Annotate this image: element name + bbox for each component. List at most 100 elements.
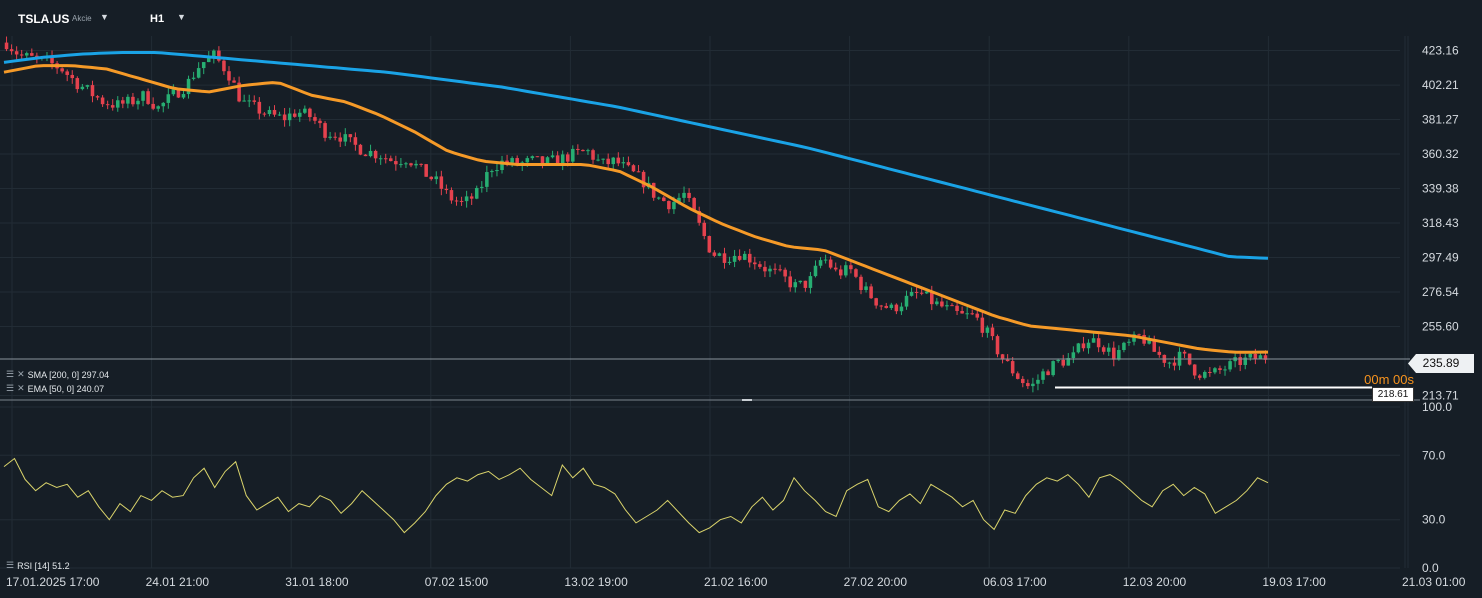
close-icon[interactable]: ✕ xyxy=(17,383,25,393)
candle-down xyxy=(914,291,919,293)
candle-down xyxy=(9,49,14,52)
candle-down xyxy=(712,252,717,256)
candle-down xyxy=(146,91,150,104)
candle-up xyxy=(1076,343,1081,353)
ema-legend-label: EMA [50, 0] 240.07 xyxy=(27,383,105,394)
candle-down xyxy=(1010,361,1015,374)
candle-up xyxy=(596,159,600,161)
candle-down xyxy=(636,171,641,173)
candle-down xyxy=(833,267,838,270)
candle-down xyxy=(975,313,980,318)
candle-up xyxy=(1036,379,1040,384)
settings-icon[interactable]: ☰ xyxy=(6,369,15,379)
candle-down xyxy=(940,301,944,307)
candle-down xyxy=(1192,364,1197,376)
candle-up xyxy=(247,100,251,102)
candle-up xyxy=(500,160,504,171)
close-icon[interactable]: ✕ xyxy=(17,369,25,379)
candle-up xyxy=(368,150,373,157)
candle-up xyxy=(510,158,514,163)
settings-icon[interactable]: ☰ xyxy=(6,560,15,570)
candle-down xyxy=(19,54,24,56)
y-tick-label: 297.49 xyxy=(1422,251,1459,265)
symbol-dropdown-icon[interactable]: ▼ xyxy=(100,12,109,22)
chart-header: TSLA.US Akcie ▼ H1 ▼ xyxy=(0,0,1482,36)
candle-down xyxy=(919,292,924,294)
x-tick-label: 21.03 01:00 xyxy=(1402,575,1466,589)
candle-down xyxy=(606,158,610,165)
candle-up xyxy=(490,171,494,173)
candle-up xyxy=(141,91,145,101)
settings-icon[interactable]: ☰ xyxy=(6,383,15,393)
candle-down xyxy=(409,163,413,166)
candle-down xyxy=(591,150,595,160)
candle-down xyxy=(50,56,54,64)
candle-up xyxy=(798,280,803,283)
candle-down xyxy=(960,310,964,314)
candle-down xyxy=(778,269,782,271)
y-tick-label: 318.43 xyxy=(1422,216,1459,230)
candle-up xyxy=(945,305,949,307)
candle-down xyxy=(459,200,464,202)
candle-down xyxy=(292,113,297,117)
candle-down xyxy=(95,96,100,98)
candle-down xyxy=(581,149,585,152)
candle-up xyxy=(965,313,969,315)
candle-down xyxy=(747,253,752,263)
candle-down xyxy=(631,165,636,172)
candle-down xyxy=(576,148,580,150)
candle-up xyxy=(1223,369,1227,371)
candle-up xyxy=(1051,361,1055,376)
candle-down xyxy=(318,120,322,124)
current-price-tag: 235.89 xyxy=(1408,354,1474,373)
candle-down xyxy=(737,255,742,260)
candle-down xyxy=(950,305,954,307)
candle-down xyxy=(874,298,878,306)
candle-down xyxy=(692,198,696,211)
candle-up xyxy=(904,295,909,307)
candle-down xyxy=(1046,371,1050,376)
candle-down xyxy=(394,161,398,165)
candle-up xyxy=(672,202,676,210)
candle-down xyxy=(565,154,570,162)
candle-up xyxy=(242,100,246,102)
candle-up xyxy=(889,304,894,308)
pane-resize-handle[interactable] xyxy=(742,399,752,401)
candle-up xyxy=(495,170,499,172)
candle-down xyxy=(338,137,342,142)
candle-down xyxy=(626,162,631,166)
candle-down xyxy=(1197,375,1202,378)
candle-down xyxy=(555,155,560,166)
rsi-y-tick-label: 0.0 xyxy=(1422,561,1439,575)
candle-down xyxy=(1021,378,1025,384)
candle-down xyxy=(257,101,262,114)
candle-down xyxy=(262,113,267,115)
y-tick-label: 339.38 xyxy=(1422,182,1459,196)
timeframe-dropdown-icon[interactable]: ▼ xyxy=(177,12,186,22)
candle-down xyxy=(722,253,727,263)
candle-up xyxy=(656,197,661,199)
candle-up xyxy=(298,112,302,117)
candle-up xyxy=(601,158,605,160)
candle-down xyxy=(237,82,241,102)
symbol-name[interactable]: TSLA.US xyxy=(18,12,70,26)
candle-up xyxy=(823,259,828,261)
timeframe-selector[interactable]: H1 xyxy=(150,13,165,25)
candle-up xyxy=(1258,355,1263,360)
low-price-tag: 218.61 xyxy=(1372,387,1414,402)
x-tick-label: 19.03 17:00 xyxy=(1262,575,1326,589)
candle-down xyxy=(1015,373,1020,379)
candle-up xyxy=(611,157,616,165)
candle-up xyxy=(545,157,550,164)
candles-group xyxy=(4,36,1268,393)
candle-up xyxy=(571,148,575,162)
candle-down xyxy=(90,85,95,97)
candle-down xyxy=(803,280,808,288)
candle-down xyxy=(131,96,135,105)
candle-down xyxy=(348,134,353,138)
candle-down xyxy=(176,89,181,98)
candle-down xyxy=(1081,343,1086,349)
candle-down xyxy=(323,123,327,138)
candle-down xyxy=(667,201,671,210)
